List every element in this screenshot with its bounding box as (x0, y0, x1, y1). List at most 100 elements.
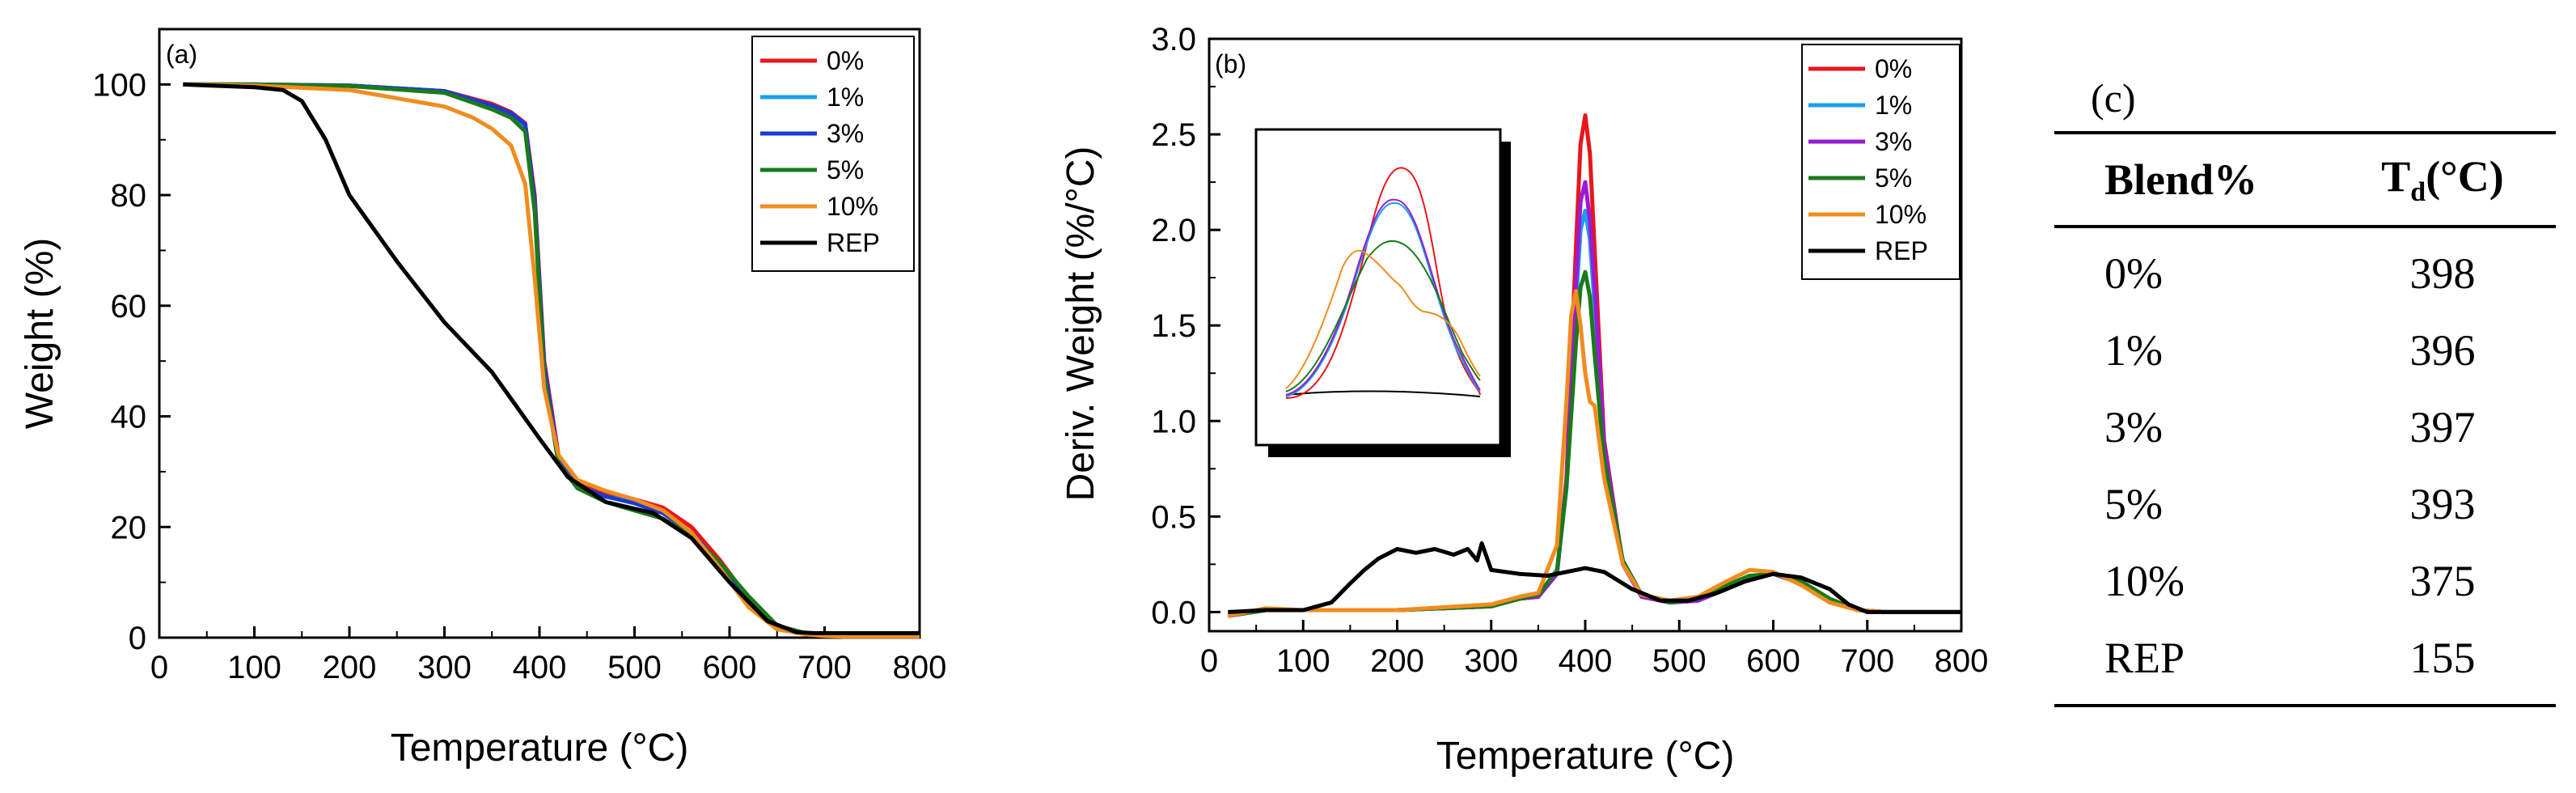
table-top-rule (2054, 131, 2556, 134)
table-header-rule (2054, 225, 2556, 228)
panel-a-legend-box (751, 36, 915, 272)
x-tick-label: 100 (227, 650, 281, 685)
x-tick-label: 300 (417, 650, 472, 685)
x-tick-label: 700 (797, 650, 852, 685)
series-line-rep (183, 82, 920, 635)
y-tick-label: 0 (129, 621, 146, 656)
panel-b-inset (1254, 128, 1511, 457)
table-row: 5% 393 (2054, 465, 2556, 542)
x-tick-label: 0 (1200, 643, 1218, 679)
series-line-rep (1228, 541, 1961, 614)
panel-a-y-axis-title: Weight (%) (19, 238, 61, 430)
legend-label: 3% (827, 119, 864, 148)
panel-a-x-axis-title: Temperature (°C) (391, 727, 689, 770)
y-tick-label: 0.5 (1151, 499, 1196, 535)
cell-blend: 3% (2104, 402, 2163, 452)
table-row: 3% 397 (2054, 388, 2556, 465)
y-tick-label: 0.0 (1151, 595, 1196, 630)
x-tick-label: 500 (607, 650, 662, 685)
x-tick-label: 200 (1370, 643, 1424, 679)
y-tick-label: 2.0 (1151, 213, 1196, 248)
y-tick-label: 2.5 (1151, 117, 1196, 153)
cell-td: 393 (2409, 479, 2476, 528)
panel-b-tag: (b) (1215, 49, 1246, 78)
y-tick-label: 20 (111, 510, 147, 545)
legend-label: 3% (1875, 127, 1912, 156)
y-tick-label: 60 (111, 289, 147, 324)
panel-b-ticks (1208, 37, 1963, 631)
x-tick-label: 200 (323, 650, 377, 685)
legend-label: 10% (1875, 200, 1927, 229)
panel-b-x-tick-labels: 0 100 200 300 400 500 600 700 800 (1200, 643, 1989, 679)
y-tick-label: 100 (92, 67, 146, 103)
legend-label: 1% (827, 83, 864, 112)
x-tick-label: 0 (150, 650, 168, 685)
cell-blend: REP (2104, 633, 2185, 682)
panel-b-legend-box (1801, 44, 1961, 280)
y-tick-label: 1.5 (1151, 308, 1196, 344)
inset-curve-rep (1285, 390, 1481, 397)
panel-a-y-tick-labels: 0 20 40 60 80 100 (92, 67, 146, 656)
legend-label: 0% (1875, 54, 1912, 83)
inset-curve-5pct (1285, 240, 1481, 392)
x-tick-label: 700 (1840, 643, 1894, 679)
x-tick-label: 500 (1652, 643, 1707, 679)
cell-blend: 1% (2104, 325, 2163, 375)
inset-curve-10pct (1285, 249, 1481, 389)
panel-a-x-tick-labels: 0 100 200 300 400 500 600 700 800 (150, 650, 947, 685)
legend-label: REP (827, 228, 880, 257)
cell-td: 397 (2409, 402, 2476, 452)
panel-a-series (183, 82, 920, 639)
series-line-10pct (1227, 289, 1961, 618)
inset-frame (1254, 128, 1502, 447)
x-tick-label: 800 (1935, 643, 1989, 679)
x-tick-label: 400 (513, 650, 567, 685)
header-td-subscript: d (2410, 176, 2426, 207)
panel-b-dtg-chart: 0 100 200 300 400 500 600 700 800 0.0 0.5 1.0 1.5 2.… (1060, 22, 1988, 778)
cell-blend: 0% (2104, 248, 2163, 298)
y-tick-label: 80 (111, 178, 147, 214)
legend-label: 5% (1875, 163, 1912, 193)
panel-c-tag: (c) (2091, 75, 2136, 121)
table-header-row: Blend% Td(°C) (2054, 134, 2556, 225)
x-tick-label: 100 (1276, 643, 1330, 679)
cell-td: 375 (2409, 556, 2476, 605)
header-td: Td(°C) (2329, 151, 2556, 208)
y-tick-label: 3.0 (1151, 22, 1196, 57)
inset-curve-1pct (1285, 201, 1481, 397)
x-tick-label: 300 (1464, 643, 1518, 679)
panel-b-y-tick-labels: 0.0 0.5 1.0 1.5 2.0 2.5 3.0 (1151, 22, 1196, 630)
panel-c-td-table: (c) Blend% Td(°C) 0% 398 1% 396 3% 397 5… (2054, 65, 2556, 707)
legend-label: 1% (1875, 91, 1912, 120)
x-tick-label: 400 (1559, 643, 1613, 679)
x-tick-label: 800 (893, 650, 947, 685)
header-td-unit: (°C) (2426, 152, 2504, 201)
legend-label: 0% (827, 46, 864, 75)
x-tick-label: 600 (1746, 643, 1800, 679)
panel-a-tag: (a) (166, 40, 197, 69)
table-row: 10% 375 (2054, 542, 2556, 619)
cell-blend: 5% (2104, 479, 2163, 528)
panel-a-tga-chart: 0 100 200 300 400 500 600 700 800 0 20 40 60 80 100 (… (19, 28, 947, 770)
cell-td: 398 (2409, 248, 2476, 298)
cell-td: 396 (2409, 325, 2476, 375)
inset-curve-3pct (1285, 198, 1481, 396)
cell-td: 155 (2409, 633, 2476, 682)
table-row: REP 155 (2054, 619, 2556, 696)
panel-b-y-axis-title: Deriv. Weight (%/°C) (1060, 146, 1102, 502)
panel-b-series (1227, 113, 1961, 618)
legend-label: REP (1875, 236, 1928, 265)
legend-label: 5% (827, 155, 864, 184)
panel-a-legend: 0% 1% 3% 5% 10% REP (751, 36, 915, 272)
panel-b-legend: 0% 1% 3% 5% 10% REP (1801, 44, 1961, 280)
table-bottom-rule (2054, 704, 2556, 707)
y-tick-label: 1.0 (1151, 404, 1196, 439)
series-line-10pct (183, 82, 920, 639)
table-row: 1% 396 (2054, 312, 2556, 388)
legend-label: 10% (827, 192, 878, 221)
y-tick-label: 40 (111, 400, 147, 435)
header-blend: Blend% (2104, 155, 2258, 204)
cell-blend: 10% (2104, 556, 2185, 605)
header-td-symbol: T (2381, 152, 2411, 201)
